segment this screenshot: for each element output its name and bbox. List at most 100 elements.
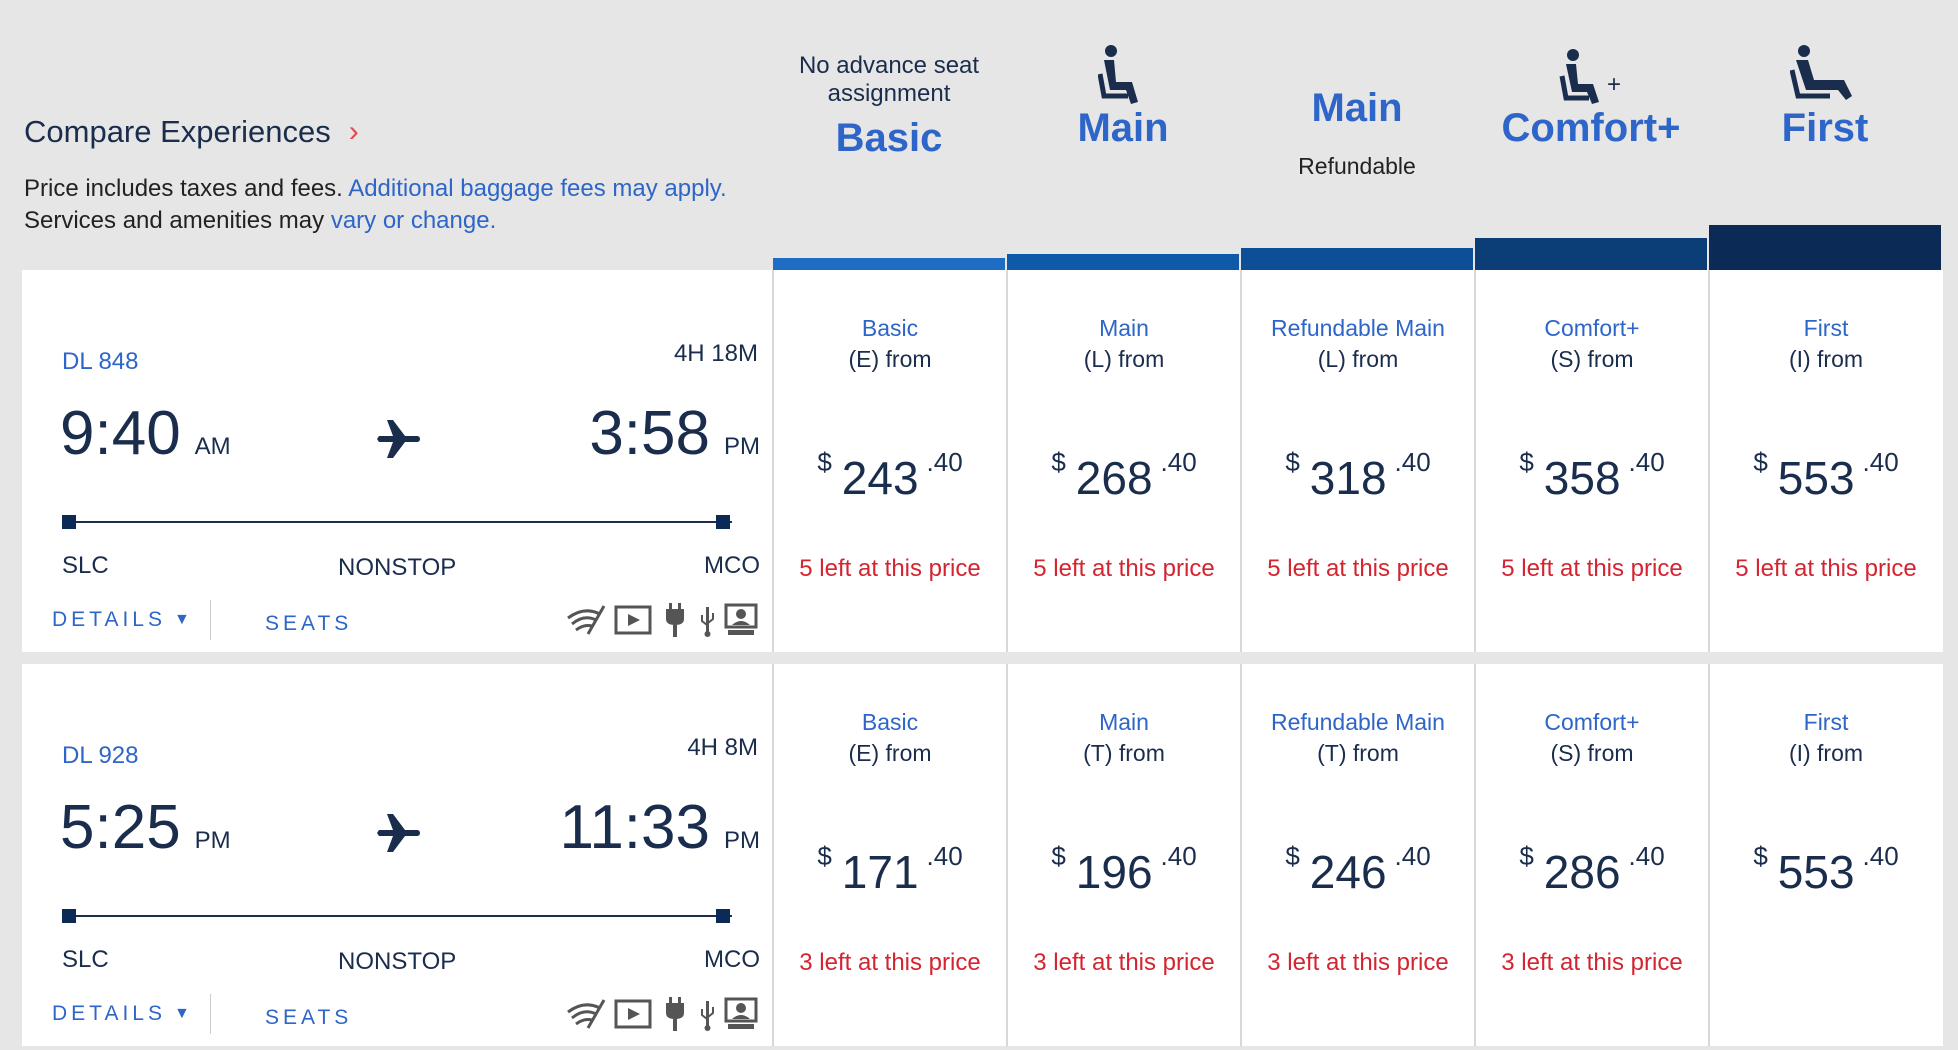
price-dollars: 553 xyxy=(1777,846,1855,898)
price-currency: $ xyxy=(1753,841,1768,871)
price-currency: $ xyxy=(1285,447,1300,477)
price-note-text-1: Price includes taxes and fees. xyxy=(24,175,343,202)
destination-marker xyxy=(716,909,730,923)
route-line xyxy=(62,915,732,917)
fare-cell-basic[interactable]: Basic (E) from $171.40 3 left at this price xyxy=(772,664,1006,1046)
column-bar-comfort-plus xyxy=(1475,238,1707,270)
price-currency: $ xyxy=(1285,841,1300,871)
price-cents: .40 xyxy=(926,447,963,477)
fare-class: (T) from xyxy=(1317,740,1399,766)
origin-marker xyxy=(62,515,76,529)
price-cents: .40 xyxy=(1862,447,1899,477)
seats-link[interactable]: SEATS xyxy=(265,1006,353,1029)
fare-cell-comfort-plus[interactable]: Comfort+ (S) from $358.40 5 left at this pr… xyxy=(1474,270,1708,652)
fare-cell-first[interactable]: First (I) from $553.40 xyxy=(1708,664,1942,1046)
seats-left-notice: 5 left at this price xyxy=(1735,555,1917,582)
seat-plus-icon: + xyxy=(1559,49,1621,104)
svg-text:+: + xyxy=(1607,71,1621,98)
origin-airport: SLC xyxy=(62,946,109,973)
price-currency: $ xyxy=(1051,841,1066,871)
entertainment-icon xyxy=(614,999,652,1029)
depart-time-value: 9:40 xyxy=(60,399,181,468)
usb-icon xyxy=(701,607,714,637)
price-dollars: 196 xyxy=(1075,846,1153,898)
seats-link[interactable]: SEATS xyxy=(265,612,353,635)
stops-label: NONSTOP xyxy=(338,948,457,975)
power-icon xyxy=(666,997,684,1031)
caret-down-icon: ▼ xyxy=(173,611,194,628)
fare-price: $286.40 xyxy=(1476,837,1708,899)
price-cents: .40 xyxy=(1628,447,1665,477)
recliner-icon xyxy=(1790,45,1852,100)
airplane-icon xyxy=(377,420,420,458)
compare-experiences-link[interactable]: Compare Experiences › xyxy=(24,114,359,150)
personal-screen-icon xyxy=(724,997,758,1029)
flight-info: DL 848 4H 18M 9:40 AM 3:58 PM SLC NONSTOP … xyxy=(22,270,772,652)
arrive-ampm: PM xyxy=(724,433,760,460)
price-cents: .40 xyxy=(1394,841,1431,871)
price-note-text-2: Services and amenities may xyxy=(24,207,325,234)
chevron-right-icon: › xyxy=(348,115,359,148)
stops-label: NONSTOP xyxy=(338,554,457,581)
column-title-first: First xyxy=(1781,106,1869,150)
price-dollars: 318 xyxy=(1309,452,1387,504)
price-currency: $ xyxy=(1753,447,1768,477)
price-dollars: 553 xyxy=(1777,452,1855,504)
flight-number[interactable]: DL 848 xyxy=(62,348,139,375)
column-bar-refundable-main xyxy=(1241,248,1473,270)
fare-cell-main[interactable]: Main (L) from $268.40 5 left at this price xyxy=(1006,270,1240,652)
depart-time: 5:25 PM xyxy=(60,792,231,863)
fare-price: $171.40 xyxy=(774,837,1006,899)
details-label: DETAILS xyxy=(52,1002,166,1025)
fare-cell-basic[interactable]: Basic (E) from $243.40 5 left at this price xyxy=(772,270,1006,652)
details-seats-divider xyxy=(210,994,211,1034)
price-dollars: 243 xyxy=(841,452,919,504)
price-currency: $ xyxy=(1519,447,1534,477)
column-title-basic: Basic xyxy=(835,116,943,160)
price-cents: .40 xyxy=(926,841,963,871)
personal-screen-icon xyxy=(724,603,758,635)
price-dollars: 171 xyxy=(841,846,919,898)
price-dollars: 358 xyxy=(1543,452,1621,504)
fare-cell-main[interactable]: Main (T) from $196.40 3 left at this price xyxy=(1006,664,1240,1046)
price-currency: $ xyxy=(1519,841,1534,871)
fare-name: Comfort+ xyxy=(1544,709,1640,735)
flight-number[interactable]: DL 928 xyxy=(62,742,139,769)
column-header-first: First xyxy=(1709,0,1941,200)
airplane-icon xyxy=(377,814,420,852)
column-note-refundable: Refundable xyxy=(1298,153,1416,179)
column-header-basic: No advance seat assignment Basic xyxy=(773,0,1005,200)
fare-class: (T) from xyxy=(1083,740,1165,766)
price-dollars: 268 xyxy=(1075,452,1153,504)
destination-airport: MCO xyxy=(704,552,760,579)
details-toggle[interactable]: DETAILS ▼ xyxy=(52,608,194,632)
price-cents: .40 xyxy=(1160,841,1197,871)
fare-price: $358.40 xyxy=(1476,443,1708,505)
depart-ampm: PM xyxy=(194,827,231,854)
price-note: Price includes taxes and fees. Additiona… xyxy=(24,173,727,237)
fare-cell-refundable-main[interactable]: Refundable Main (T) from $246.40 3 left at … xyxy=(1240,664,1474,1046)
fare-cell-first[interactable]: First (I) from $553.40 5 left at this price xyxy=(1708,270,1942,652)
flight-row: DL 848 4H 18M 9:40 AM 3:58 PM SLC NONSTOP … xyxy=(22,270,1943,652)
seats-left-notice: 3 left at this price xyxy=(799,949,981,976)
vary-or-change-link[interactable]: vary or change. xyxy=(330,207,497,234)
caret-down-icon: ▼ xyxy=(173,1005,194,1022)
fare-name: Basic xyxy=(861,315,919,341)
depart-ampm: AM xyxy=(194,433,231,460)
column-bar-main xyxy=(1007,254,1239,270)
details-toggle[interactable]: DETAILS ▼ xyxy=(52,1002,194,1026)
wifi-icon xyxy=(567,999,606,1029)
fare-class: (L) from xyxy=(1317,346,1399,372)
fare-cell-refundable-main[interactable]: Refundable Main (L) from $318.40 5 left at … xyxy=(1240,270,1474,652)
origin-marker xyxy=(62,909,76,923)
route-line xyxy=(62,521,732,523)
price-dollars: 246 xyxy=(1309,846,1387,898)
fare-class: (S) from xyxy=(1550,740,1634,766)
baggage-fees-link[interactable]: Additional baggage fees may apply. xyxy=(348,175,727,202)
fare-cell-comfort-plus[interactable]: Comfort+ (S) from $286.40 3 left at this pr… xyxy=(1474,664,1708,1046)
fare-name: Refundable Main xyxy=(1271,709,1445,735)
seats-left-notice: 5 left at this price xyxy=(1501,555,1683,582)
arrive-ampm: PM xyxy=(724,827,760,854)
fare-price: $268.40 xyxy=(1008,443,1240,505)
seats-left-notice: 3 left at this price xyxy=(1501,949,1683,976)
